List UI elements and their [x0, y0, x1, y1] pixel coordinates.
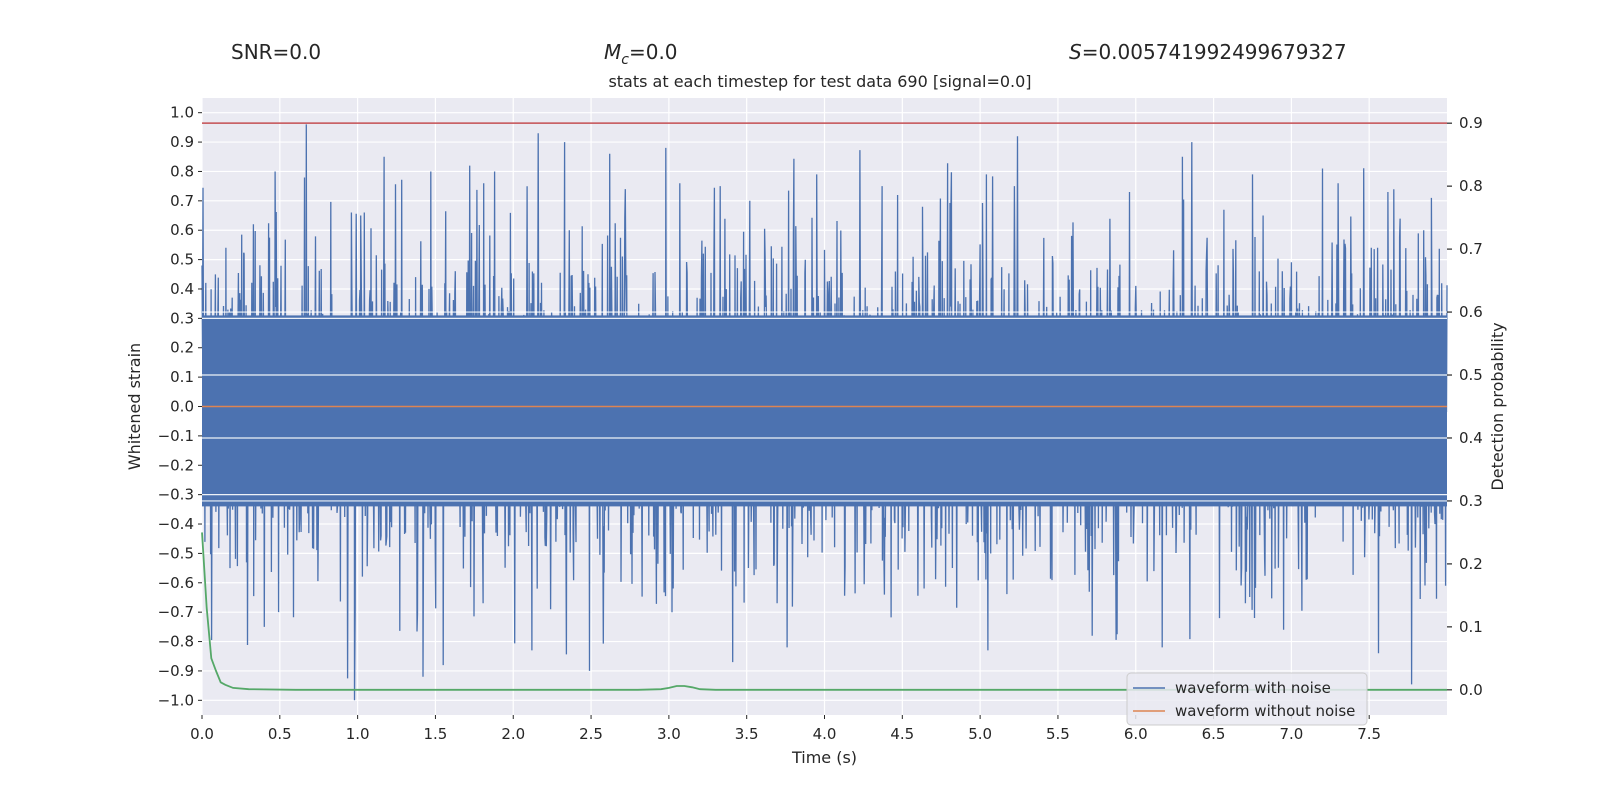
- s-stat-symbol: S: [1069, 40, 1082, 64]
- x-axis-label: Time (s): [791, 748, 857, 767]
- x-tick-label: 1.0: [346, 725, 370, 743]
- s-stat-label: S=0.005741992499679327: [1069, 40, 1347, 64]
- x-tick-label: 3.0: [657, 725, 681, 743]
- chart-title: stats at each timestep for test data 690…: [608, 72, 1032, 91]
- y-left-tick-label: −0.8: [158, 633, 194, 651]
- y-left-tick-label: 0.9: [170, 133, 194, 151]
- y-right-tick-label: 0.9: [1459, 114, 1483, 132]
- series-detection-probability: [201, 532, 1447, 691]
- y-right-tick-label: 0.1: [1459, 618, 1483, 636]
- y-right-tick-label: 0.8: [1459, 177, 1483, 195]
- chirp-mass-label: Mc=0.0: [604, 40, 678, 68]
- y-left-tick-label: 0.7: [170, 192, 194, 210]
- y-left-tick-label: −1.0: [158, 691, 194, 709]
- y-left-tick-label: −0.2: [158, 456, 194, 474]
- y-left-tick-label: 0.4: [170, 280, 194, 298]
- chirp-mass-value: =0.0: [628, 40, 678, 64]
- chirp-mass-symbol: M: [604, 40, 622, 64]
- y-left-tick-label: −0.4: [158, 515, 194, 533]
- x-tick-label: 7.0: [1279, 725, 1303, 743]
- noise-dense-band: [202, 315, 1447, 507]
- y-right-tick-label: 0.4: [1459, 429, 1483, 447]
- y-right-tick-label: 0.3: [1459, 492, 1483, 510]
- x-tick-label: 5.0: [968, 725, 992, 743]
- x-tick-label: 0.5: [268, 725, 292, 743]
- y-left-tick-label: −0.9: [158, 662, 194, 680]
- y-right-tick-label: 0.0: [1459, 681, 1483, 699]
- y-left-tick-label: 0.0: [170, 398, 194, 416]
- s-stat-value: =0.005741992499679327: [1081, 40, 1347, 64]
- y-left-tick-label: 0.3: [170, 309, 194, 327]
- y-right-tick-label: 0.6: [1459, 303, 1483, 321]
- legend-label: waveform with noise: [1175, 679, 1331, 697]
- y-left-tick-label: −0.6: [158, 574, 194, 592]
- legend-box: [1126, 672, 1368, 726]
- y-left-tick-label: −0.5: [158, 544, 194, 562]
- y-left-tick-label: 1.0: [170, 104, 194, 122]
- x-tick-label: 7.5: [1357, 725, 1381, 743]
- x-tick-label: 2.0: [501, 725, 525, 743]
- y-left-tick-label: 0.8: [170, 162, 194, 180]
- y-left-tick-label: 0.6: [170, 221, 194, 239]
- x-tick-label: 2.5: [579, 725, 603, 743]
- x-tick-label: 3.5: [735, 725, 759, 743]
- y-left-tick-label: 0.5: [170, 251, 194, 269]
- y-left-tick-label: 0.2: [170, 339, 194, 357]
- x-tick-label: 6.5: [1202, 725, 1226, 743]
- x-tick-label: 6.0: [1124, 725, 1148, 743]
- y-right-tick-label: 0.2: [1459, 555, 1483, 573]
- y-left-tick-label: −0.3: [158, 486, 194, 504]
- legend-label: waveform without noise: [1175, 702, 1355, 720]
- x-tick-label: 1.5: [424, 725, 448, 743]
- y-left-tick-label: −0.1: [158, 427, 194, 445]
- x-tick-label: 4.0: [813, 725, 837, 743]
- x-tick-label: 5.5: [1046, 725, 1070, 743]
- y-right-tick-label: 0.5: [1459, 366, 1483, 384]
- x-tick-label: 0.0: [190, 725, 214, 743]
- y-right-tick-label: 0.7: [1459, 240, 1483, 258]
- chirp-mass-subscript: c: [621, 52, 629, 68]
- y-axis-label-right: Detection probability: [1488, 322, 1507, 490]
- snr-label: SNR=0.0: [231, 40, 322, 64]
- y-axis-label-left: Whitened strain: [125, 343, 144, 470]
- y-left-tick-label: 0.1: [170, 368, 194, 386]
- x-tick-label: 4.5: [890, 725, 914, 743]
- y-left-tick-label: −0.7: [158, 603, 194, 621]
